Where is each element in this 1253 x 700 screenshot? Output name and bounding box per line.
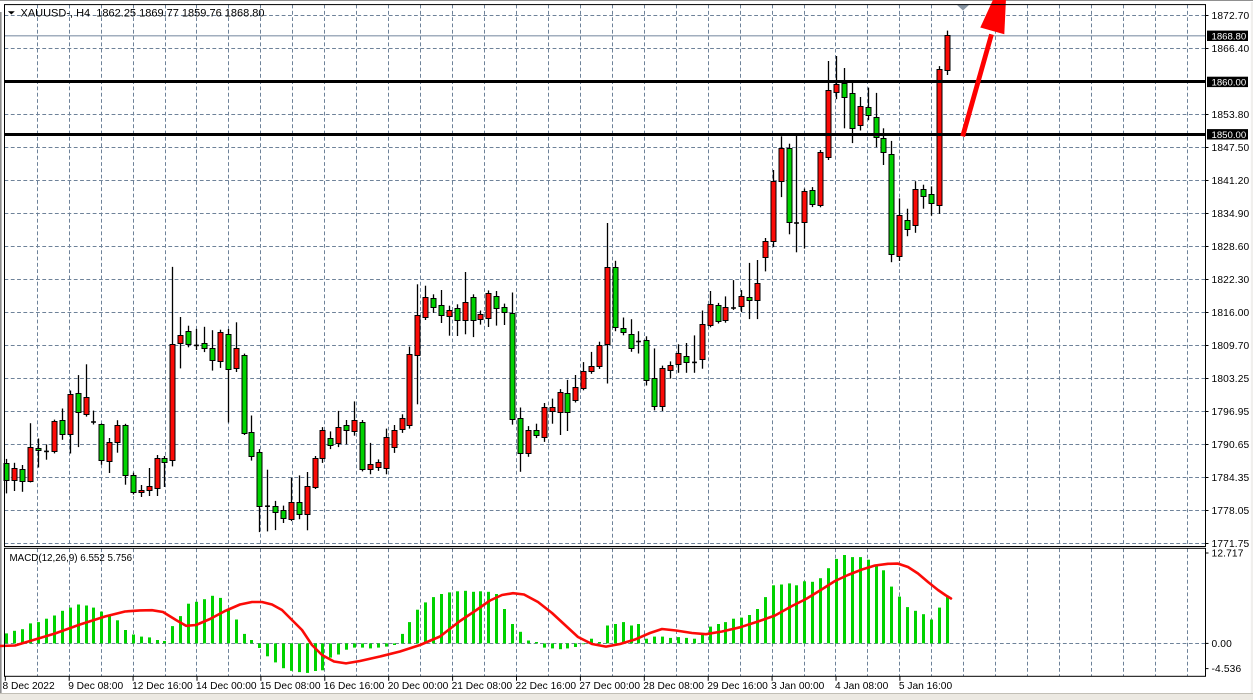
svg-text:16 Dec 16:00: 16 Dec 16:00 — [324, 681, 385, 692]
svg-text:1816.00: 1816.00 — [1212, 308, 1250, 319]
svg-text:-4.536: -4.536 — [1212, 664, 1242, 675]
svg-text:9 Dec 08:00: 9 Dec 08:00 — [68, 681, 123, 692]
svg-text:1803.25: 1803.25 — [1212, 374, 1250, 385]
svg-text:1850.00: 1850.00 — [1212, 130, 1247, 141]
svg-text:12 Dec 16:00: 12 Dec 16:00 — [132, 681, 193, 692]
svg-text:1784.35: 1784.35 — [1212, 473, 1250, 484]
svg-text:0.00: 0.00 — [1212, 639, 1233, 650]
svg-text:29 Dec 16:00: 29 Dec 16:00 — [707, 681, 768, 692]
svg-text:1847.50: 1847.50 — [1212, 143, 1250, 154]
svg-text:1796.95: 1796.95 — [1212, 407, 1250, 418]
svg-text:12.717: 12.717 — [1212, 549, 1244, 560]
svg-text:1872.70: 1872.70 — [1212, 11, 1250, 22]
svg-text:8 Dec 2022: 8 Dec 2022 — [3, 681, 55, 692]
svg-text:1860.00: 1860.00 — [1212, 78, 1247, 89]
svg-text:22 Dec 16:00: 22 Dec 16:00 — [516, 681, 577, 692]
svg-text:1809.70: 1809.70 — [1212, 341, 1250, 352]
svg-text:1790.65: 1790.65 — [1212, 440, 1250, 451]
svg-text:1841.20: 1841.20 — [1212, 176, 1250, 187]
svg-text:21 Dec 08:00: 21 Dec 08:00 — [452, 681, 513, 692]
svg-text:MACD(12,26,9) 6.552 5.756: MACD(12,26,9) 6.552 5.756 — [10, 553, 133, 564]
svg-text:1868.80: 1868.80 — [1212, 31, 1247, 42]
svg-text:27 Dec 00:00: 27 Dec 00:00 — [579, 681, 640, 692]
svg-text:20 Dec 00:00: 20 Dec 00:00 — [388, 681, 449, 692]
svg-text:1771.75: 1771.75 — [1212, 539, 1250, 550]
svg-text:5 Jan 16:00: 5 Jan 16:00 — [899, 681, 953, 692]
svg-text:28 Dec 08:00: 28 Dec 08:00 — [643, 681, 704, 692]
svg-text:3 Jan 00:00: 3 Jan 00:00 — [771, 681, 825, 692]
svg-text:1834.90: 1834.90 — [1212, 209, 1250, 220]
svg-text:1866.40: 1866.40 — [1212, 44, 1250, 55]
svg-text:1853.80: 1853.80 — [1212, 110, 1250, 121]
svg-text:1778.05: 1778.05 — [1212, 506, 1250, 517]
svg-text:1828.60: 1828.60 — [1212, 242, 1250, 253]
svg-text:15 Dec 08:00: 15 Dec 08:00 — [260, 681, 321, 692]
svg-text:4 Jan 08:00: 4 Jan 08:00 — [835, 681, 889, 692]
svg-text:14 Dec 00:00: 14 Dec 00:00 — [196, 681, 257, 692]
svg-text:1822.30: 1822.30 — [1212, 275, 1250, 286]
svg-text:XAUUSD-, H4 1862.25 1869.77 1: XAUUSD-, H4 1862.25 1869.77 1859.76 1868… — [21, 8, 265, 20]
